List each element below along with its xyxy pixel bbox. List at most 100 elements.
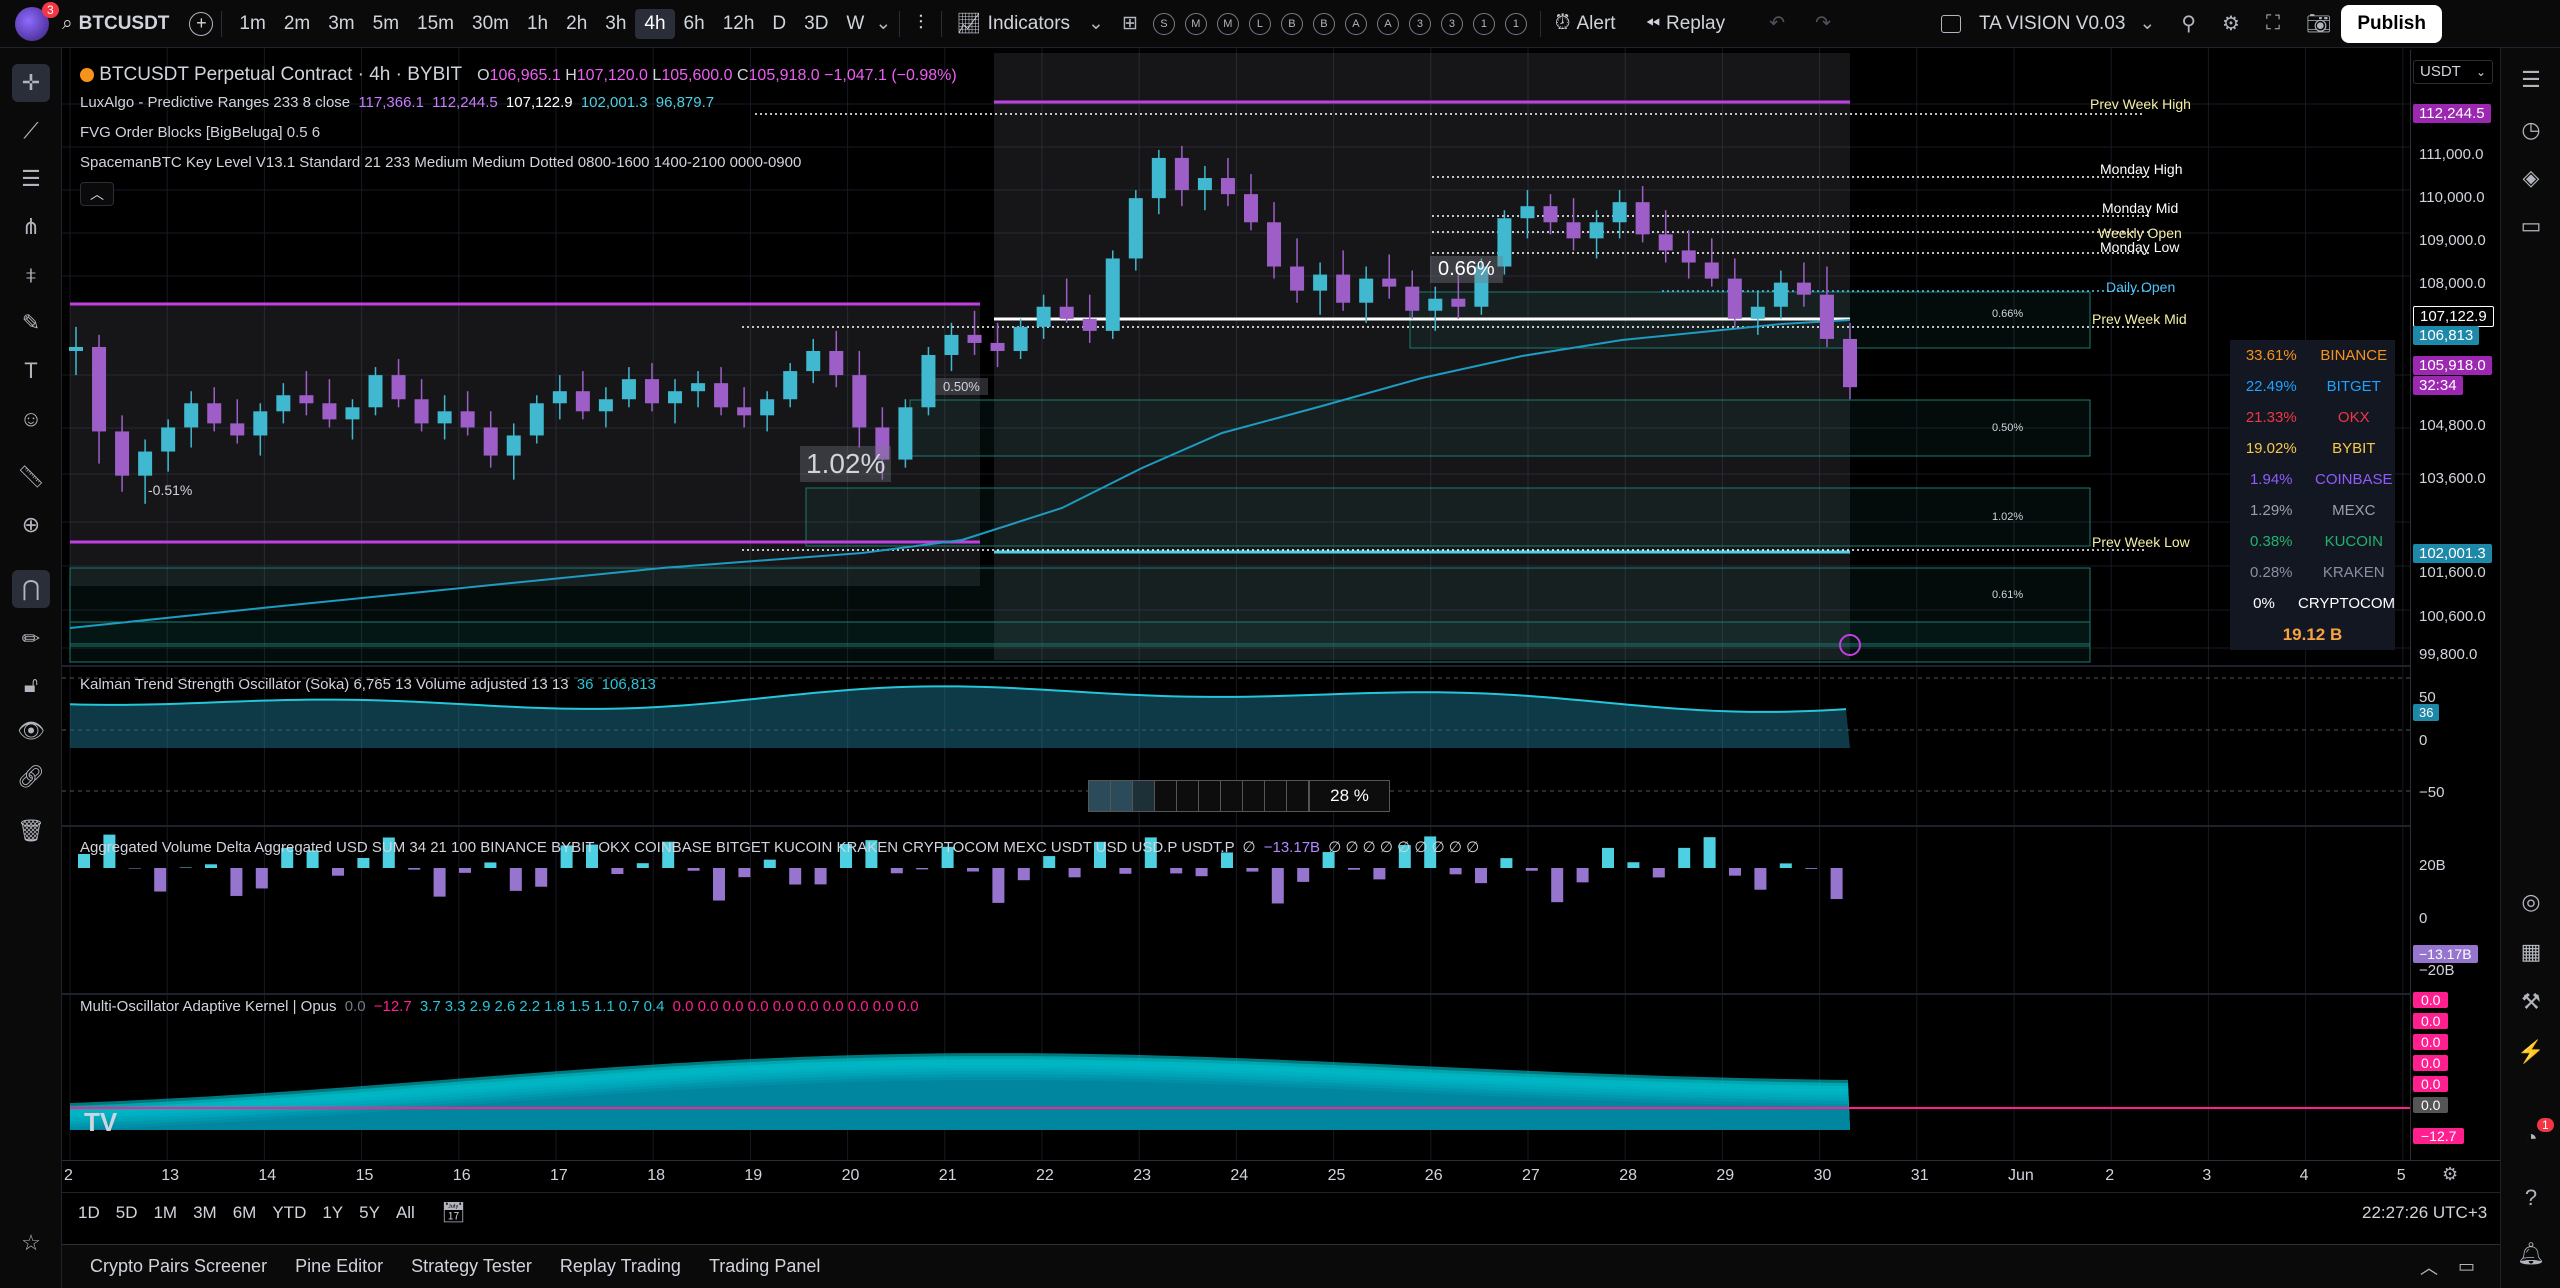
interval-W[interactable]: W xyxy=(846,12,865,34)
calendar-icon[interactable]: ▦ xyxy=(2520,939,2542,964)
interval-6h[interactable]: 6h xyxy=(683,12,705,34)
range-1D[interactable]: 1D xyxy=(78,1202,100,1222)
text-icon[interactable]: T xyxy=(24,358,38,383)
notifications-icon[interactable]: 🔔︎ xyxy=(2517,1241,2545,1266)
quick-search-icon[interactable]: ⚲ xyxy=(2181,13,2196,35)
interval-2h[interactable]: 2h xyxy=(566,12,588,34)
clock[interactable]: 22:27:26 UTC+3 xyxy=(2362,1202,2488,1222)
bottom-tab[interactable]: Pine Editor xyxy=(295,1256,384,1276)
interval-4h[interactable]: 4h xyxy=(635,8,675,39)
undo-icon[interactable]: ↶ xyxy=(1769,13,1786,34)
help-icon[interactable]: ? xyxy=(2524,1185,2538,1210)
ruler-icon[interactable]: 📏︎ xyxy=(17,464,45,489)
trash-icon[interactable]: 🗑︎ xyxy=(17,818,45,843)
range-5D[interactable]: 5D xyxy=(115,1202,138,1222)
layout-dropdown-icon[interactable]: ⌄ xyxy=(2139,13,2156,34)
event-marker-icon[interactable] xyxy=(1839,634,1861,656)
interval-2m[interactable]: 2m xyxy=(283,12,311,34)
time-scale[interactable]: 2 13 14 15 16 17 18 19 20 21 22 23 24 25 26 27 28 29 30 31 J… xyxy=(62,1160,2500,1190)
zoom-in-icon[interactable]: ⊕ xyxy=(21,512,41,537)
indicators-button[interactable]: Indicators xyxy=(987,12,1071,34)
interval-15m[interactable]: 15m xyxy=(417,12,455,34)
alert-button[interactable]: Alert xyxy=(1576,12,1616,34)
replay-button[interactable]: Replay xyxy=(1665,12,1726,34)
horizontal-lines-icon[interactable]: ☰ xyxy=(21,166,41,191)
template-button-11[interactable]: 1 xyxy=(1504,12,1527,35)
range-5Y[interactable]: 5Y xyxy=(359,1202,380,1222)
brush-icon[interactable]: ✎ xyxy=(21,310,41,335)
template-button-5[interactable]: B xyxy=(1312,12,1335,35)
gauge-icon[interactable]: ◎ xyxy=(2521,889,2541,914)
interval-3h[interactable]: 3h xyxy=(605,12,627,34)
avd-legend[interactable]: Aggregated Volume Delta Aggregated USD S… xyxy=(80,838,1479,856)
bottom-tab[interactable]: Trading Panel xyxy=(708,1256,821,1276)
crosshair-icon[interactable]: ✛ xyxy=(12,64,50,102)
maximize-panel-icon[interactable]: ▭ xyxy=(2458,1256,2476,1276)
moak-legend[interactable]: Multi-Oscillator Adaptive Kernel | Opus … xyxy=(80,998,919,1015)
alerts-clock-icon[interactable]: ◷ xyxy=(2521,117,2541,142)
template-button-2[interactable]: M xyxy=(1216,12,1239,35)
collapse-legend-button[interactable]: ︿ xyxy=(80,182,114,206)
collapse-panel-icon[interactable]: ︿ xyxy=(2420,1257,2438,1278)
interval-1m[interactable]: 1m xyxy=(239,12,266,34)
template-button-4[interactable]: B xyxy=(1280,12,1303,35)
range-3M[interactable]: 3M xyxy=(193,1202,217,1222)
alert-icon[interactable]: ⏰︎ xyxy=(1554,12,1571,34)
goto-date-icon[interactable]: 📅︎ xyxy=(440,1202,467,1224)
spaceman-legend[interactable]: SpacemanBTC Key Level V13.1 Standard 21 … xyxy=(80,154,802,171)
range-6M[interactable]: 6M xyxy=(232,1202,257,1222)
range-YTD[interactable]: YTD xyxy=(272,1202,307,1222)
eye-icon[interactable]: 👁︎ xyxy=(17,718,45,743)
template-button-8[interactable]: 3 xyxy=(1408,12,1431,35)
interval-dropdown-icon[interactable]: ⌄ xyxy=(875,13,892,34)
lock-drawing-icon[interactable]: ✏︎ xyxy=(21,626,41,651)
bottom-tab[interactable]: Crypto Pairs Screener xyxy=(90,1256,268,1276)
emoji-icon[interactable]: ☺ xyxy=(19,406,43,431)
redo-icon[interactable]: ↷ xyxy=(1815,13,1831,34)
template-button-1[interactable]: M xyxy=(1184,12,1207,35)
interval-1h[interactable]: 1h xyxy=(526,12,549,34)
price-scale[interactable]: USDT ⌄ 111,000.0 110,000.0 109,000.0 108,000… xyxy=(2410,50,2500,1160)
kalman-legend[interactable]: Kalman Trend Strength Oscillator (Soka) … xyxy=(80,676,656,693)
search-icon[interactable]: ⌕ xyxy=(62,12,73,34)
interval-30m[interactable]: 30m xyxy=(472,12,509,34)
interval-3D[interactable]: 3D xyxy=(804,12,829,34)
replay-icon[interactable]: ⏪︎ xyxy=(1645,13,1660,33)
interval-D[interactable]: D xyxy=(772,12,787,34)
lock-icon[interactable]: 🔓︎ xyxy=(23,672,39,697)
layout-name[interactable]: TA VISION V0.03 xyxy=(1978,12,2126,34)
interval-3m[interactable]: 3m xyxy=(328,12,355,34)
layers-icon[interactable]: ◈ xyxy=(2522,165,2540,190)
symbol-search[interactable]: BTCUSDT xyxy=(78,12,170,34)
camera-icon[interactable]: 📷︎ xyxy=(2305,13,2332,35)
currency-selector[interactable]: USDT ⌄ xyxy=(2413,60,2493,84)
template-button-3[interactable]: L xyxy=(1248,12,1271,35)
template-button-6[interactable]: A xyxy=(1344,12,1367,35)
chat-icon[interactable]: ▭ xyxy=(2520,213,2542,238)
favorites-star-icon[interactable]: ☆ xyxy=(21,1230,41,1255)
link-icon[interactable]: 🔗︎ xyxy=(17,764,45,789)
indicators-dropdown-icon[interactable]: ⌄ xyxy=(1088,13,1104,34)
range-1Y[interactable]: 1Y xyxy=(322,1202,344,1222)
fullscreen-icon[interactable]: ⛶ xyxy=(2265,12,2280,34)
time-scale-settings-icon[interactable]: ⚙ xyxy=(2442,1164,2459,1184)
watchlist-icon[interactable]: ☰ xyxy=(2521,67,2541,92)
settings-icon[interactable]: ⚙ xyxy=(2222,13,2240,35)
bottom-tab[interactable]: Strategy Tester xyxy=(411,1256,532,1276)
trend-line-icon[interactable]: ⟋ xyxy=(23,118,39,143)
bottom-tab[interactable]: Replay Trading xyxy=(559,1256,681,1276)
interval-5m[interactable]: 5m xyxy=(372,12,400,34)
template-button-9[interactable]: 3 xyxy=(1440,12,1463,35)
interval-12h[interactable]: 12h xyxy=(722,12,755,34)
layout-grid-icon[interactable]: ⊞ xyxy=(1121,13,1138,34)
fib-icon[interactable]: ⧧ xyxy=(25,262,37,287)
range-1M[interactable]: 1M xyxy=(153,1202,178,1222)
pitchfork-icon[interactable]: ⋔ xyxy=(21,214,41,239)
main-legend-title[interactable]: BTCUSDT Perpetual Contract · 4h · BYBIT xyxy=(99,64,462,85)
luxalgo-legend[interactable]: LuxAlgo - Predictive Ranges 233 8 close … xyxy=(80,94,714,111)
pine-icon[interactable]: ⚒ xyxy=(2521,989,2541,1014)
fvg-legend[interactable]: FVG Order Blocks [BigBeluga] 0.5 6 xyxy=(80,124,321,141)
magnet-icon[interactable]: ⋂ xyxy=(12,570,50,608)
template-button-0[interactable]: S xyxy=(1152,12,1175,35)
add-symbol-icon[interactable]: + xyxy=(189,11,214,36)
